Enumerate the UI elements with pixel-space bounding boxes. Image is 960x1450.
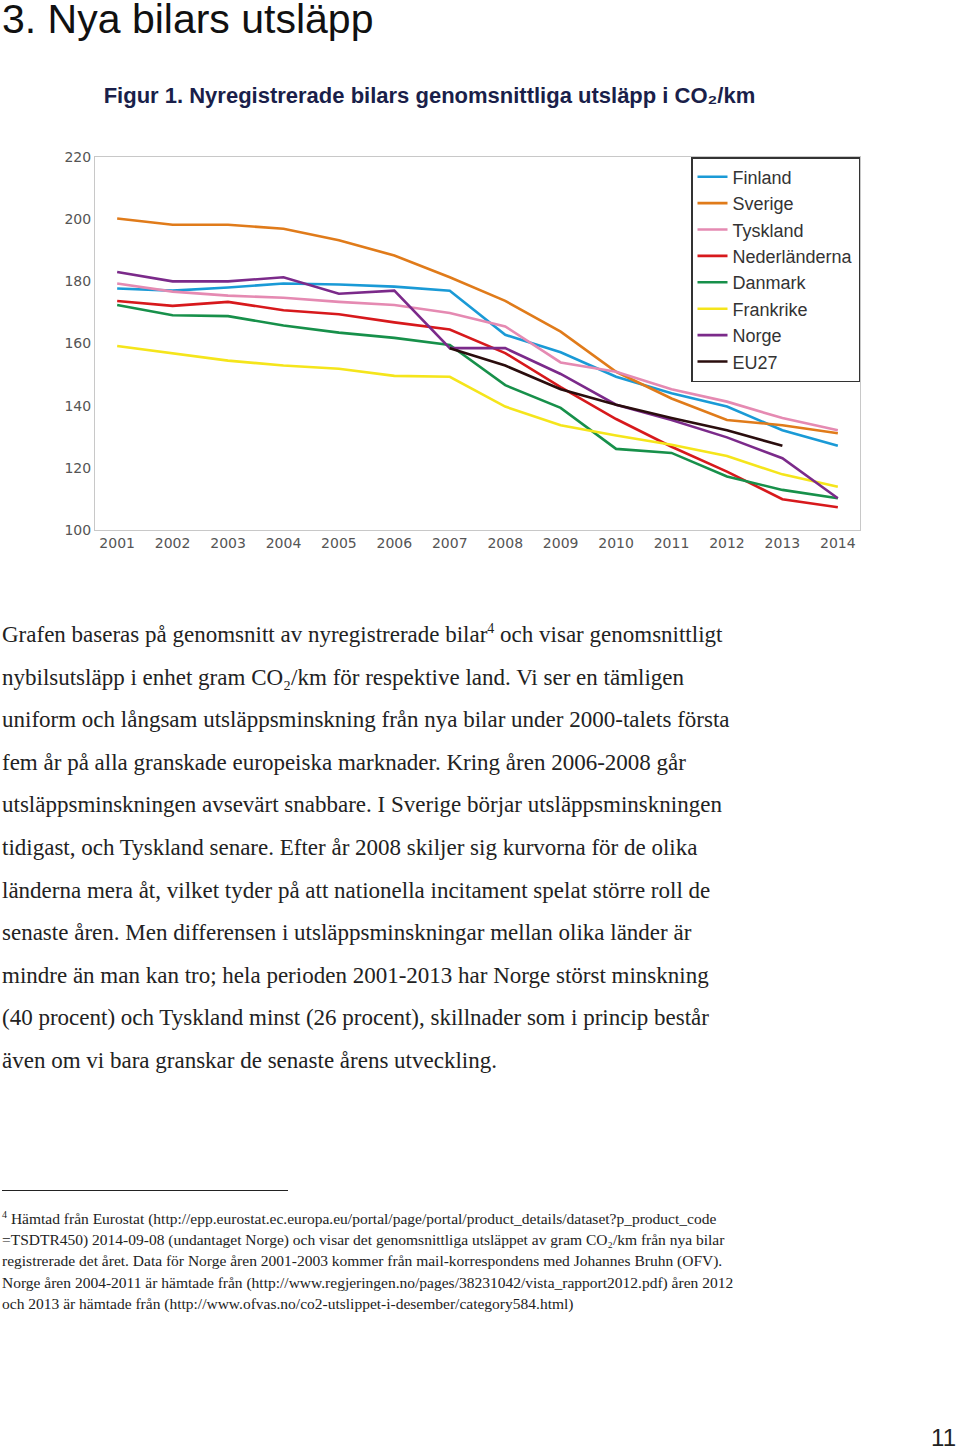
svg-text:2005: 2005 bbox=[321, 535, 357, 551]
svg-text:Norge: Norge bbox=[733, 326, 782, 346]
html-text:11: 11 bbox=[931, 1424, 956, 1450]
svg-text:2009: 2009 bbox=[543, 535, 579, 551]
svg-text:Tyskland: Tyskland bbox=[733, 221, 804, 241]
svg-text:Nederländerna: Nederländerna bbox=[733, 247, 853, 267]
svg-text:200: 200 bbox=[64, 211, 91, 227]
svg-text:2001: 2001 bbox=[99, 535, 135, 551]
svg-text:Danmark: Danmark bbox=[733, 273, 807, 293]
svg-text:2008: 2008 bbox=[487, 535, 523, 551]
svg-text:Frankrike: Frankrike bbox=[733, 300, 808, 320]
svg-text:2010: 2010 bbox=[598, 535, 634, 551]
svg-text:2006: 2006 bbox=[377, 535, 413, 551]
svg-text:2004: 2004 bbox=[266, 535, 302, 551]
svg-text:Figur 1. Nyregistrerade bilars: Figur 1. Nyregistrerade bilars genomsnit… bbox=[104, 83, 756, 108]
svg-text:2011: 2011 bbox=[654, 535, 690, 551]
svg-text:2013: 2013 bbox=[765, 535, 801, 551]
svg-text:EU27: EU27 bbox=[733, 353, 778, 373]
svg-text:2012: 2012 bbox=[709, 535, 745, 551]
svg-text:2003: 2003 bbox=[210, 535, 246, 551]
svg-text:160: 160 bbox=[64, 335, 91, 351]
svg-text:140: 140 bbox=[64, 398, 91, 414]
svg-text:100: 100 bbox=[64, 522, 91, 538]
svg-text:120: 120 bbox=[64, 460, 91, 476]
html-text:Grafen baseras på genomsnitt a: Grafen baseras på genomsnitt av nyregist… bbox=[2, 621, 730, 1073]
svg-text:2002: 2002 bbox=[155, 535, 191, 551]
svg-text:Sverige: Sverige bbox=[733, 194, 794, 214]
svg-text:Finland: Finland bbox=[733, 168, 792, 188]
html-text:4Hämtad från Eurostat (http://: 4Hämtad från Eurostat (http://epp.eurost… bbox=[2, 1208, 734, 1312]
svg-text:220: 220 bbox=[64, 149, 91, 165]
svg-text:2014: 2014 bbox=[820, 535, 856, 551]
svg-text:180: 180 bbox=[64, 273, 91, 289]
svg-text:2007: 2007 bbox=[432, 535, 468, 551]
